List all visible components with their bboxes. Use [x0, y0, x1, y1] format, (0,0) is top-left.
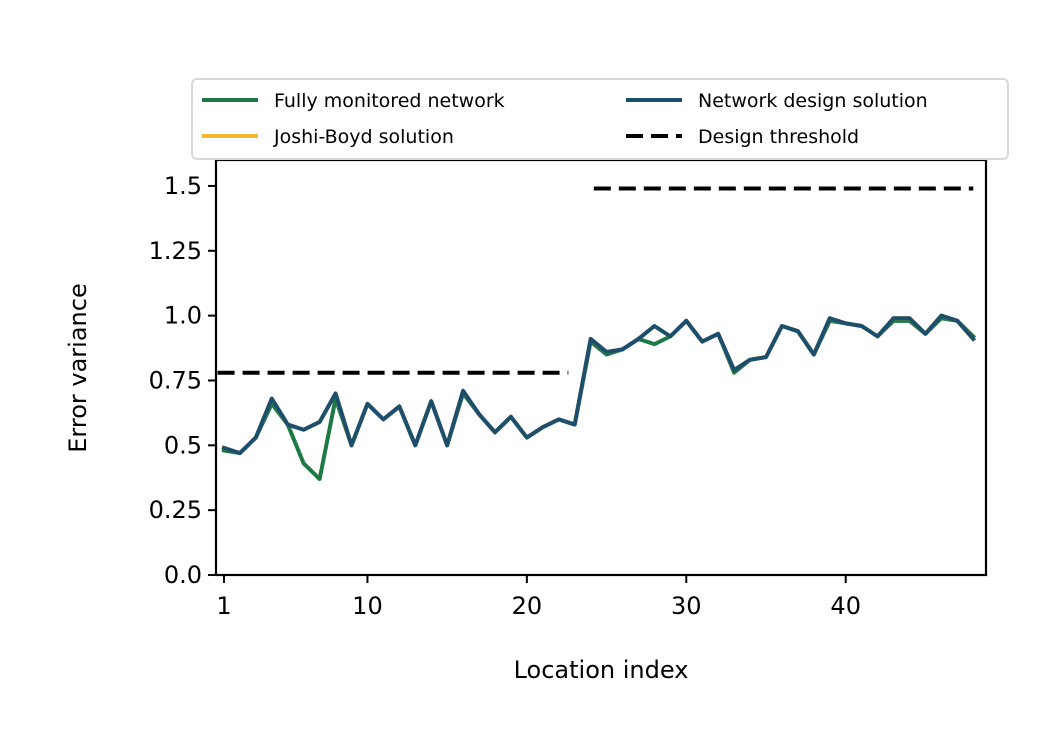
x-tick-label: 10	[352, 592, 383, 620]
y-tick-label: 0.25	[149, 496, 202, 524]
legend-label-1: Fully monitored network	[274, 90, 505, 112]
series-layer	[217, 186, 977, 482]
y-tick-label: 0.75	[149, 366, 202, 394]
legend: Fully monitored network Joshi-Boyd soluti…	[191, 78, 1009, 160]
x-tick-label: 20	[512, 592, 543, 620]
y-axis-label: Error variance	[64, 283, 92, 452]
y-tick-label: 0.0	[164, 561, 202, 589]
y-tick-label: 1.25	[149, 237, 202, 265]
x-axis: 1 10 20 30 40	[216, 575, 861, 620]
x-tick-label: 30	[671, 592, 702, 620]
y-tick-label: 1.0	[164, 302, 202, 330]
legend-box	[191, 78, 1009, 160]
y-tick-label: 1.5	[164, 172, 202, 200]
y-axis: 0.0 0.25 0.5 0.75 1.0 1.25 1.5	[149, 172, 216, 589]
x-tick-label: 40	[830, 592, 861, 620]
x-axis-label: Location index	[514, 656, 689, 684]
axes-frame	[214, 158, 988, 577]
x-tick-label: 1	[216, 592, 231, 620]
legend-label-2: Joshi-Boyd solution	[273, 126, 454, 148]
y-tick-label: 0.5	[164, 431, 202, 459]
legend-label-4: Design threshold	[698, 126, 859, 148]
legend-label-3: Network design solution	[698, 90, 928, 112]
series-line-2	[221, 313, 977, 456]
series-line-3	[221, 313, 977, 456]
